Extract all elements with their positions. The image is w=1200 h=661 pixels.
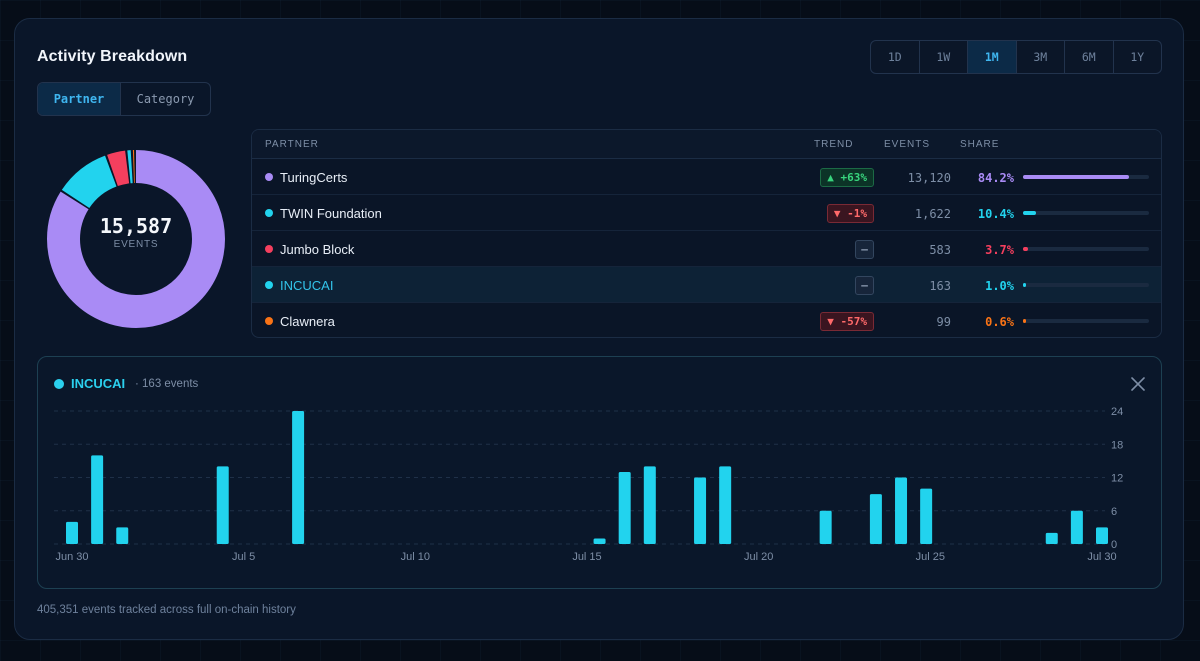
header-events: EVENTS	[884, 139, 931, 150]
range-tab-1m[interactable]: 1M	[968, 41, 1017, 73]
share-bar-fill	[1023, 283, 1026, 287]
partner-name: TuringCerts	[280, 170, 348, 185]
chart-bar[interactable]	[292, 411, 305, 544]
table-header: PARTNER TREND EVENTS SHARE	[252, 130, 1161, 159]
event-count: 583	[929, 243, 951, 257]
header-share: SHARE	[960, 139, 1000, 150]
x-tick-label: Jul 20	[744, 551, 773, 563]
view-toggle: Partner Category	[37, 82, 211, 116]
share-bar-fill	[1023, 211, 1037, 215]
chart-bar[interactable]	[66, 521, 78, 544]
share-percent: 3.7%	[985, 243, 1014, 257]
range-tab-1w[interactable]: 1W	[920, 41, 968, 73]
detail-partner-name: INCUCAI	[71, 376, 126, 391]
x-tick-label: Jul 10	[401, 551, 430, 563]
chart-bar[interactable]	[819, 510, 832, 544]
activity-breakdown-card: Activity Breakdown 1D 1W 1M 3M 6M 1Y Par…	[14, 18, 1184, 640]
share-percent: 1.0%	[985, 279, 1014, 293]
daily-events-chart: 0 6 12 18 24 Jun 30 Jul 5 Jul 10 Jul 15 Jul 20 Jul…	[54, 406, 1123, 563]
x-tick-label: Jul 30	[1087, 551, 1116, 563]
range-tab-1y[interactable]: 1Y	[1130, 50, 1145, 64]
partner-name: TWIN Foundation	[280, 206, 382, 221]
partner-name: Jumbo Block	[280, 242, 355, 257]
chart-bar[interactable]	[618, 471, 631, 544]
chart-bar[interactable]	[216, 466, 229, 544]
share-bar	[1023, 283, 1149, 287]
range-tab-3m[interactable]: 3M	[1017, 41, 1065, 73]
x-tick-label: Jul 25	[916, 551, 945, 563]
table-row[interactable]: INCUCAI – 163 1.0%	[252, 267, 1161, 303]
table-row[interactable]: TuringCerts ▲ +63% 13,120 84.2%	[252, 159, 1161, 195]
trend-badge: ▲ +63%	[820, 168, 874, 187]
y-tick-label: 12	[1111, 473, 1123, 485]
partner-color-dot	[265, 245, 273, 253]
share-percent: 10.4%	[977, 207, 1014, 221]
chart-bar[interactable]	[1070, 510, 1083, 544]
toggle-partner[interactable]: Partner	[38, 83, 121, 115]
partner-name: INCUCAI	[280, 278, 334, 293]
partner-color-dot	[265, 317, 273, 325]
chart-bar[interactable]	[593, 538, 606, 544]
donut-label: EVENTS	[113, 239, 159, 250]
share-bar-fill	[1023, 175, 1130, 179]
toggle-category[interactable]: Category	[136, 92, 195, 106]
chart-bar[interactable]	[895, 477, 908, 545]
share-bar-fill	[1023, 319, 1026, 323]
share-percent: 84.2%	[977, 171, 1014, 185]
donut-total: 15,587	[99, 214, 173, 238]
range-tab-6m[interactable]: 6M	[1065, 41, 1114, 73]
event-count: 13,120	[907, 171, 951, 185]
range-tabs: 1D 1W 1M 3M 6M 1Y	[870, 40, 1162, 74]
x-tick-label: Jul 5	[232, 551, 255, 563]
partner-color-dot	[265, 281, 273, 289]
share-percent: 0.6%	[985, 315, 1014, 329]
partner-color-dot	[265, 209, 273, 217]
partner-table: PARTNER TREND EVENTS SHARE TuringCerts ▲…	[251, 129, 1162, 338]
trend-badge: –	[855, 276, 874, 295]
detail-event-count: · 163 events	[135, 378, 199, 390]
table-row[interactable]: Clawnera ▼ -57% 99 0.6%	[252, 303, 1161, 337]
share-bar-fill	[1023, 247, 1028, 251]
chart-bar[interactable]	[116, 527, 129, 544]
trend-badge: –	[855, 240, 874, 259]
share-bar	[1023, 175, 1149, 179]
partner-detail-panel: 0 6 12 18 24 Jun 30 Jul 5 Jul 10 Jul 15 Jul 20 Jul…	[37, 356, 1162, 589]
trend-badge: ▼ -57%	[820, 312, 874, 331]
table-row[interactable]: TWIN Foundation ▼ -1% 1,622 10.4%	[252, 195, 1161, 231]
donut-slice	[47, 150, 225, 328]
event-count: 99	[936, 315, 951, 329]
trend-badge: ▼ -1%	[826, 204, 874, 223]
y-tick-label: 0	[1111, 539, 1117, 551]
partner-color-dot	[265, 173, 273, 181]
chart-bar[interactable]	[920, 488, 933, 544]
x-tick-label: Jun 30	[55, 551, 88, 563]
event-count: 1,622	[914, 207, 951, 221]
chart-bar[interactable]	[1045, 532, 1058, 544]
share-bar	[1023, 319, 1149, 323]
range-tab-1d[interactable]: 1D	[871, 41, 920, 73]
footer-note: 405,351 events tracked across full on-ch…	[37, 604, 296, 616]
table-row[interactable]: Jumbo Block – 583 3.7%	[252, 231, 1161, 267]
header-partner: PARTNER	[265, 139, 319, 150]
event-count: 163	[929, 279, 951, 293]
chart-bar[interactable]	[643, 466, 656, 544]
donut-chart	[47, 150, 225, 328]
y-tick-label: 24	[1111, 406, 1123, 418]
close-icon[interactable]	[1129, 375, 1147, 393]
chart-bar[interactable]	[869, 494, 882, 544]
y-tick-label: 18	[1111, 439, 1123, 451]
chart-bar[interactable]	[1096, 527, 1108, 544]
header-trend: TREND	[814, 139, 854, 150]
x-tick-label: Jul 15	[572, 551, 601, 563]
y-tick-label: 6	[1111, 506, 1117, 518]
chart-bar[interactable]	[719, 466, 732, 544]
chart-bar[interactable]	[694, 477, 707, 545]
card-title: Activity Breakdown	[37, 48, 188, 65]
partner-name: Clawnera	[280, 314, 335, 329]
chart-bar[interactable]	[91, 455, 104, 544]
partner-color-dot	[54, 379, 64, 389]
share-bar	[1023, 211, 1149, 215]
share-bar	[1023, 247, 1149, 251]
